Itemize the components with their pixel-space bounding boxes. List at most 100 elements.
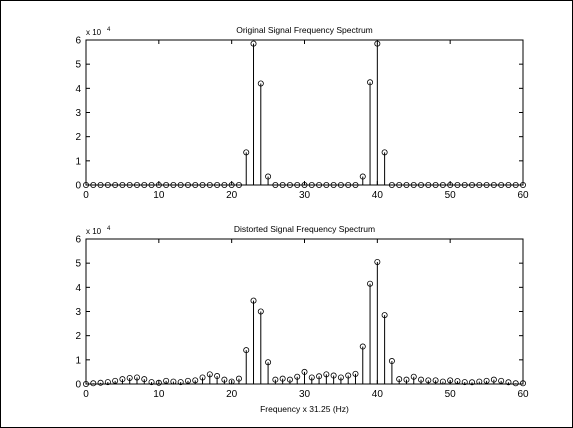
chart-1-x-tick-label: 60 [517,190,529,201]
chart-1-stem-marker [483,181,490,188]
chart-1-stem-marker [439,181,446,188]
chart-2-stem-marker [112,377,119,384]
chart-1-stem-marker [286,181,293,188]
chart-1-stem-marker [206,181,213,188]
chart-1-stem-marker [155,181,162,188]
chart-1-stem-marker [505,181,512,188]
chart-1-y-tick-label: 1 [75,156,81,167]
chart-1-stem-marker [279,181,286,188]
chart-1-stem-marker [265,173,272,180]
chart-2-stem-marker [177,379,184,386]
chart-1-y-tick-label: 2 [75,132,81,143]
chart-2-stem-marker [403,376,410,383]
chart-1-stem-marker [214,181,221,188]
chart-2-stem-marker [396,376,403,383]
chart-1-stem-marker [418,181,425,188]
chart-2-stem-marker [490,376,497,383]
chart-2-stem-marker [272,376,279,383]
chart-2-x-tick-label: 50 [445,389,457,400]
chart-1-x-tick-label: 20 [226,190,238,201]
chart-1-stem-marker [97,181,104,188]
chart-1-stem-marker [199,181,206,188]
chart-1-stem-marker [490,181,497,188]
chart-1-stem-marker [512,181,519,188]
chart-2-stem-marker [505,379,512,386]
chart-2-stem-marker [90,380,97,387]
chart-1-y-tick-label: 4 [75,84,81,95]
chart-1-stem-marker [177,181,184,188]
chart-1-stem-marker [520,181,527,188]
chart-2-x-tick-label: 0 [83,389,89,400]
chart-1-stem-marker [83,181,90,188]
chart-1-stem-marker [257,80,264,87]
chart-1-y-multiplier: x 10 [86,28,102,37]
chart-2-stem-marker [83,380,90,387]
chart-1-plot: 0 10 20 30 40 50 60 0 1 2 3 4 5 6 x 10 4 Original Signal… [75,25,529,201]
chart-2-stem-marker [439,378,446,385]
chart-1-stem-marker [337,181,344,188]
chart-1-stem-marker [381,149,388,156]
chart-1-y-tick-label: 0 [75,181,81,192]
chart-1-stem-marker [396,181,403,188]
chart-1-stem-marker [498,181,505,188]
chart-1-y-tick-label: 3 [75,108,81,119]
chart-1-stem-marker [447,181,454,188]
chart-2-stem-marker [337,374,344,381]
chart-2-stem-marker [206,371,213,378]
chart-2-stem-marker [155,379,162,386]
chart-2-y-tick-label: 4 [75,283,81,294]
chart-1-x-tick-label: 40 [372,190,384,201]
chart-2-stem-marker [381,312,388,319]
chart-2-x-tick-label: 10 [153,389,165,400]
chart-2-stem-marker [476,378,483,385]
chart-2-stem-marker [133,374,140,381]
chart-1-axes-box [85,39,524,186]
chart-2-stem-marker [308,374,315,381]
chart-2-stem-marker [425,377,432,384]
chart-2-stem-marker [119,376,126,383]
chart-1-stem-marker [301,181,308,188]
chart-2-stem-marker [367,280,374,287]
chart-2-stem-marker [243,347,250,354]
chart-2-x-tick-label: 60 [517,389,529,400]
chart-2-stem-marker [126,374,133,381]
chart-1-stem-marker [352,181,359,188]
chart-1-stem-marker [461,181,468,188]
chart-2-stem-marker [170,378,177,385]
chart-1-stem-marker [425,181,432,188]
chart-2-stem-marker [359,343,366,350]
chart-1-y-tick-label: 6 [75,36,81,47]
chart-2-stem-marker [214,373,221,380]
chart-1-stem-marker [90,181,97,188]
chart-2-x-axis-label: Frequency x 31.25 (Hz) [260,404,349,414]
chart-2-y-tick-label: 1 [75,355,81,366]
chart-1-stem-marker [410,181,417,188]
chart-1-stem-marker [141,181,148,188]
chart-2-stem-marker [199,374,206,381]
chart-2-stem-marker [512,380,519,387]
chart-1-stem-marker [403,181,410,188]
chart-2-stem-marker [141,376,148,383]
chart-2-y-tick-label: 2 [75,331,81,342]
chart-1-stem-marker [126,181,133,188]
chart-2-stem-marker [192,377,199,384]
chart-2-y-multiplier: x 10 [86,227,102,236]
chart-1-stem-marker [469,181,476,188]
chart-2-y-tick-label: 3 [75,307,81,318]
chart-1-stem-marker [148,181,155,188]
chart-1-stem-marker [133,181,140,188]
chart-1-stem-marker [104,181,111,188]
chart-1-stem-marker [345,181,352,188]
chart-2-stem-marker [250,297,257,304]
chart-1-stem-marker [374,40,381,47]
chart-1-x-tick-label: 0 [83,190,89,201]
chart-2-stem-marker [432,377,439,384]
chart-1-stem-marker [184,181,191,188]
chart-1-stem-marker [243,149,250,156]
chart-2-stem-marker [520,380,527,387]
chart-1-stem-marker [330,181,337,188]
chart-1-stem-marker [432,181,439,188]
chart-2-stem-marker [483,377,490,384]
chart-2-stem-marker [330,372,337,379]
